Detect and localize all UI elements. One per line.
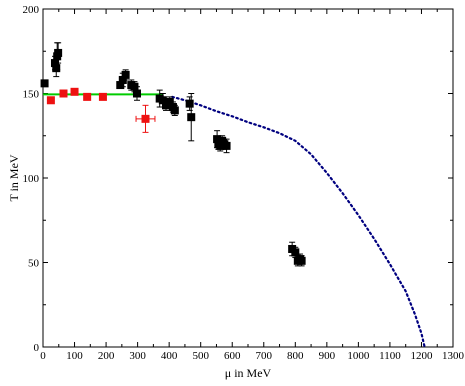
data-point-red (98, 92, 107, 101)
y-axis-label: T in MeV (7, 154, 21, 201)
y-tick-label: 50 (28, 258, 40, 270)
x-tick-label: 200 (98, 350, 115, 362)
x-tick-label: 800 (287, 350, 304, 362)
marker-square (52, 64, 61, 73)
data-point-red (83, 92, 92, 101)
data-point-black (116, 81, 125, 90)
marker-square (165, 97, 174, 106)
marker-square (59, 89, 68, 98)
marker-square (98, 92, 107, 101)
y-tick-label: 200 (23, 4, 40, 16)
data-point-black (121, 69, 130, 81)
marker-square (158, 96, 167, 105)
data-point-black (297, 255, 306, 267)
x-tick-label: 1000 (347, 350, 370, 362)
ticks: 0 100 200 300 400 500 600 700 800 900 1000 1100 1200… (23, 4, 465, 362)
plot-frame (42, 8, 454, 348)
y-tick-label: 100 (23, 173, 40, 185)
x-tick-label: 1100 (379, 350, 401, 362)
x-tick-label: 1200 (410, 350, 433, 362)
data-point-black (170, 104, 179, 116)
x-tick-label: 700 (256, 350, 273, 362)
y-tick-label: 0 (34, 342, 40, 354)
x-tick-label: 100 (66, 350, 83, 362)
x-tick-label: 400 (161, 350, 178, 362)
data-point-black (187, 93, 196, 142)
x-tick-label: 500 (192, 350, 209, 362)
data-point-black (222, 138, 231, 154)
marker-square (70, 87, 79, 96)
data-point-black (185, 96, 194, 111)
marker-square (297, 256, 306, 265)
x-tick-label: 0 (40, 350, 46, 362)
x-tick-label: 900 (319, 350, 336, 362)
marker-square (121, 70, 130, 79)
curves (43, 93, 426, 349)
marker-square (187, 113, 196, 122)
x-tick-label: 300 (129, 350, 146, 362)
marker-square (291, 248, 300, 257)
marker-square (46, 96, 55, 105)
data-point-black (54, 42, 63, 64)
x-axis-label: μ in MeV (225, 366, 272, 380)
data-point-black (40, 79, 49, 88)
x-tick-label: 1300 (442, 350, 465, 362)
marker-square (185, 99, 194, 108)
marker-square (54, 48, 63, 57)
data-point-black (132, 86, 141, 101)
marker-square (170, 106, 179, 115)
x-tick-label: 600 (224, 350, 241, 362)
data-point-red (46, 96, 55, 105)
marker-square (40, 79, 49, 88)
marker-square (222, 141, 231, 150)
y-tick-label: 150 (23, 89, 40, 101)
markers (40, 42, 306, 267)
dotted-curve (171, 95, 426, 349)
marker-square (116, 81, 125, 90)
data-point-red (59, 89, 68, 98)
marker-square (141, 114, 150, 123)
data-point-red (135, 104, 156, 133)
marker-square (132, 89, 141, 98)
marker-square (83, 92, 92, 101)
data-point-red (70, 87, 79, 96)
marker-square (50, 59, 59, 68)
